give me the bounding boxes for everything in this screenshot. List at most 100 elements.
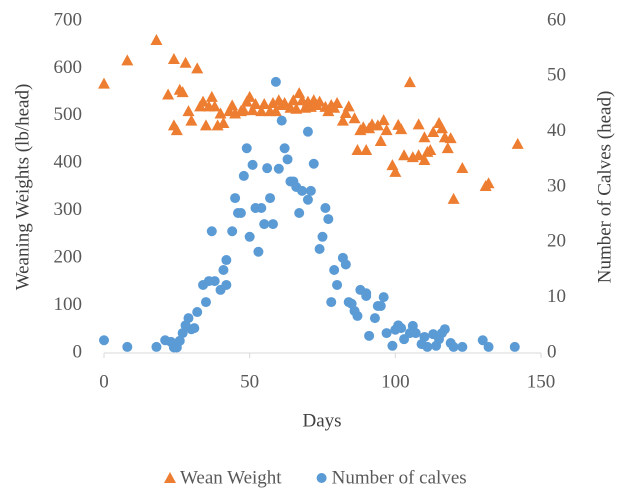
- y2-tick-label: 20: [547, 231, 566, 252]
- triangle-point: [121, 54, 134, 66]
- y-tick-label: 0: [73, 341, 83, 362]
- triangle-point: [237, 104, 250, 116]
- triangle-point: [441, 142, 454, 154]
- triangle-point: [246, 104, 259, 116]
- triangle-point: [208, 100, 221, 112]
- circle-point: [206, 226, 217, 237]
- triangle-point: [217, 116, 230, 128]
- triangle-point: [418, 153, 431, 165]
- y-tick-label: 300: [54, 199, 83, 220]
- triangle-point: [98, 77, 110, 89]
- circle-point: [352, 310, 363, 321]
- circle-point: [332, 279, 343, 290]
- circle-point: [419, 331, 430, 342]
- circle-point: [305, 185, 316, 196]
- y-tick-label: 400: [54, 152, 83, 173]
- triangle-point: [287, 94, 300, 106]
- circle-point: [209, 276, 220, 287]
- triangle-point: [447, 192, 460, 204]
- triangle-point: [269, 105, 282, 117]
- circle-point: [326, 297, 337, 308]
- circle-point: [177, 328, 188, 339]
- y-tick-label: 500: [54, 104, 83, 125]
- circle-point: [364, 330, 375, 341]
- triangle-point: [424, 144, 437, 156]
- circle-point: [483, 341, 494, 352]
- triangle-point: [403, 76, 416, 88]
- triangle-point: [162, 88, 175, 100]
- triangle-point: [435, 122, 448, 134]
- triangle-point: [199, 119, 212, 131]
- y-tick-label: 700: [54, 9, 83, 30]
- y2-tick-label: 30: [547, 175, 566, 196]
- triangle-point: [418, 131, 431, 143]
- triangle-point: [258, 98, 271, 109]
- circle-point: [230, 193, 241, 204]
- x-tick-label: 150: [527, 371, 556, 392]
- x-axis-title: Days: [302, 410, 341, 431]
- circle-point: [235, 208, 246, 219]
- circle-point: [308, 158, 319, 169]
- legend-label: Number of calves: [332, 467, 467, 488]
- triangle-point: [427, 125, 440, 137]
- triangle-point: [179, 56, 192, 68]
- triangle-point: [243, 90, 256, 102]
- triangle-point: [191, 62, 204, 74]
- triangle-point: [351, 144, 364, 156]
- circle-point: [218, 265, 229, 275]
- circle-point: [329, 265, 340, 275]
- triangle-point: [170, 124, 183, 136]
- circle-point: [378, 292, 389, 303]
- circle-point: [99, 335, 109, 346]
- circle-point: [361, 288, 372, 299]
- circle-point: [279, 143, 290, 154]
- circle-point: [477, 335, 488, 346]
- triangle-point: [339, 107, 352, 119]
- circle-point: [256, 203, 267, 214]
- circle-point: [265, 193, 276, 204]
- triangle-point: [398, 149, 411, 161]
- circle-point: [259, 219, 270, 230]
- circle-point: [151, 341, 162, 352]
- triangle-point: [412, 118, 425, 130]
- y2-tick-label: 50: [547, 65, 566, 86]
- triangle-point: [511, 137, 524, 149]
- triangle-point: [278, 97, 291, 109]
- circle-point: [192, 307, 203, 318]
- y2-axis-title: Number of Calves (head): [594, 91, 615, 284]
- circle-point: [340, 259, 351, 270]
- triangle-point: [205, 90, 218, 102]
- triangle-point: [290, 102, 303, 114]
- circle-point: [320, 203, 331, 214]
- triangle-point: [255, 105, 268, 117]
- circle-point: [189, 323, 200, 334]
- triangle-point: [374, 134, 387, 146]
- circle-point: [317, 231, 328, 242]
- triangle-point: [185, 114, 198, 126]
- triangle-point: [377, 114, 390, 126]
- circle-point: [314, 243, 325, 254]
- y-tick-label: 600: [54, 57, 83, 78]
- legend-marker: [164, 472, 176, 483]
- circle-point: [302, 194, 313, 205]
- triangle-point: [167, 52, 180, 64]
- circle-point: [396, 323, 407, 334]
- triangle-point: [197, 95, 210, 107]
- circle-point: [253, 246, 264, 257]
- circle-point: [122, 341, 133, 352]
- circle-point: [174, 335, 185, 346]
- y2-tick-label: 10: [547, 286, 566, 307]
- y2-tick-label: 40: [547, 120, 566, 141]
- circle-point: [227, 226, 238, 237]
- circle-point: [200, 297, 211, 308]
- legend-marker: [316, 473, 327, 483]
- triangle-point: [322, 105, 335, 117]
- circle-point: [381, 328, 392, 339]
- triangle-point: [226, 99, 239, 111]
- y-axis-title: Weaning Weights (lb/head): [12, 84, 33, 291]
- triangle-point: [331, 97, 344, 109]
- y-tick-label: 200: [54, 247, 83, 268]
- triangle-point: [482, 177, 495, 189]
- circle-point: [238, 170, 249, 181]
